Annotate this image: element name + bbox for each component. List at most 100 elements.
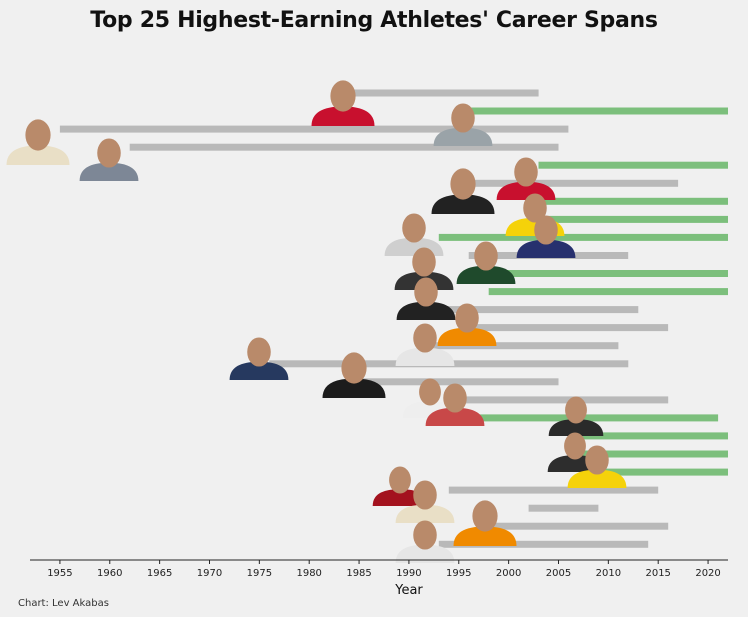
portrait-face: [585, 445, 609, 475]
portraits-layer: [6, 80, 627, 563]
portrait-shirt: [396, 301, 456, 320]
career-span-bar: [538, 197, 728, 205]
career-span-bar: [458, 396, 669, 404]
career-span-bar: [468, 179, 679, 187]
portrait-face: [534, 215, 558, 245]
athlete-portrait: [395, 323, 455, 366]
bars-layer: [59, 89, 728, 548]
career-span-bar: [578, 432, 728, 440]
portrait-face: [514, 157, 538, 187]
portrait-face: [414, 277, 438, 307]
athlete-portrait: [456, 241, 516, 284]
portrait-shirt: [425, 407, 485, 426]
portrait-shirt: [453, 526, 517, 546]
portrait-face: [25, 119, 51, 151]
career-span-bar: [359, 378, 559, 386]
x-tick-label: 1975: [247, 568, 272, 579]
portrait-shirt: [437, 327, 497, 346]
portrait-shirt: [311, 106, 375, 126]
career-span-bar: [538, 161, 728, 169]
portrait-face: [443, 383, 467, 413]
x-tick-label: 1970: [197, 568, 222, 579]
portrait-face: [523, 193, 547, 223]
athlete-portrait: [79, 138, 139, 181]
career-span-bar: [438, 540, 649, 548]
athlete-portrait: [395, 480, 455, 523]
portrait-shirt: [431, 194, 495, 214]
career-span-bar: [438, 233, 728, 241]
athlete-portrait: [395, 520, 455, 563]
portrait-shirt: [6, 145, 70, 165]
x-tick-label: 1955: [47, 568, 72, 579]
x-tick-label: 2000: [496, 568, 521, 579]
x-tick-label: 1960: [97, 568, 122, 579]
portrait-face: [412, 247, 436, 277]
portrait-face: [472, 500, 498, 532]
athlete-portrait: [311, 80, 375, 126]
athlete-portrait: [322, 352, 386, 398]
athlete-portrait: [6, 119, 70, 165]
portrait-shirt: [433, 127, 493, 146]
portrait-shirt: [395, 544, 455, 563]
x-tick-label: 1985: [346, 568, 371, 579]
career-span-bar: [598, 468, 728, 476]
portrait-face: [474, 241, 498, 271]
career-span-bar: [468, 107, 728, 115]
portrait-face: [341, 352, 367, 384]
career-span-bar: [548, 215, 728, 223]
portrait-shirt: [567, 469, 627, 488]
chart-title: Top 25 Highest-Earning Athletes' Career …: [90, 8, 658, 33]
x-tick-label: 1965: [147, 568, 172, 579]
career-span-bar: [349, 89, 539, 97]
portrait-face: [451, 103, 475, 133]
portrait-shirt: [79, 162, 139, 181]
portrait-face: [413, 520, 437, 550]
portrait-face: [565, 396, 587, 424]
portrait-shirt: [395, 504, 455, 523]
portrait-shirt: [395, 347, 455, 366]
portrait-face: [450, 168, 476, 200]
career-span-bar: [468, 324, 669, 332]
career-span-bar: [428, 342, 619, 350]
portrait-shirt: [456, 265, 516, 284]
athlete-portrait: [516, 215, 576, 258]
portrait-face: [413, 480, 437, 510]
portrait-face: [402, 213, 426, 243]
portrait-shirt: [322, 378, 386, 398]
x-tick-label: 1995: [446, 568, 471, 579]
portrait-face: [413, 323, 437, 353]
career-span-bar: [129, 143, 559, 151]
athlete-portrait: [384, 213, 444, 256]
portrait-face: [330, 80, 356, 112]
portrait-face: [419, 378, 441, 406]
portrait-shirt: [548, 419, 604, 436]
x-tick-label: 1990: [396, 568, 421, 579]
career-span-bar: [428, 306, 639, 314]
portrait-face: [455, 303, 479, 333]
athlete-portrait: [548, 396, 604, 436]
x-tick-label: 1980: [296, 568, 321, 579]
athlete-portrait: [433, 103, 493, 146]
career-span-bar: [578, 450, 728, 458]
x-tick-label: 2005: [546, 568, 571, 579]
career-span-bar: [488, 270, 728, 277]
athlete-portrait: [229, 337, 289, 380]
portrait-face: [389, 466, 411, 494]
athlete-portrait: [396, 277, 456, 320]
athlete-portrait: [437, 303, 497, 346]
portrait-face: [97, 138, 121, 168]
portrait-face: [247, 337, 271, 367]
career-span-bar: [59, 125, 569, 133]
career-span-bar: [458, 414, 719, 422]
athlete-portrait: [453, 500, 517, 546]
career-span-bar: [528, 504, 599, 512]
x-axis: 1955 1960 1965 1970 1975 1980 1985 1990 1995 2000…: [30, 559, 728, 579]
x-axis-title: Year: [394, 583, 423, 598]
athlete-portrait: [431, 168, 495, 214]
portrait-shirt: [516, 239, 576, 258]
x-tick-label: 2015: [645, 568, 670, 579]
career-span-bar: [488, 288, 728, 296]
chart-credit: Chart: Lev Akabas: [18, 598, 109, 609]
x-tick-label: 2010: [596, 568, 621, 579]
